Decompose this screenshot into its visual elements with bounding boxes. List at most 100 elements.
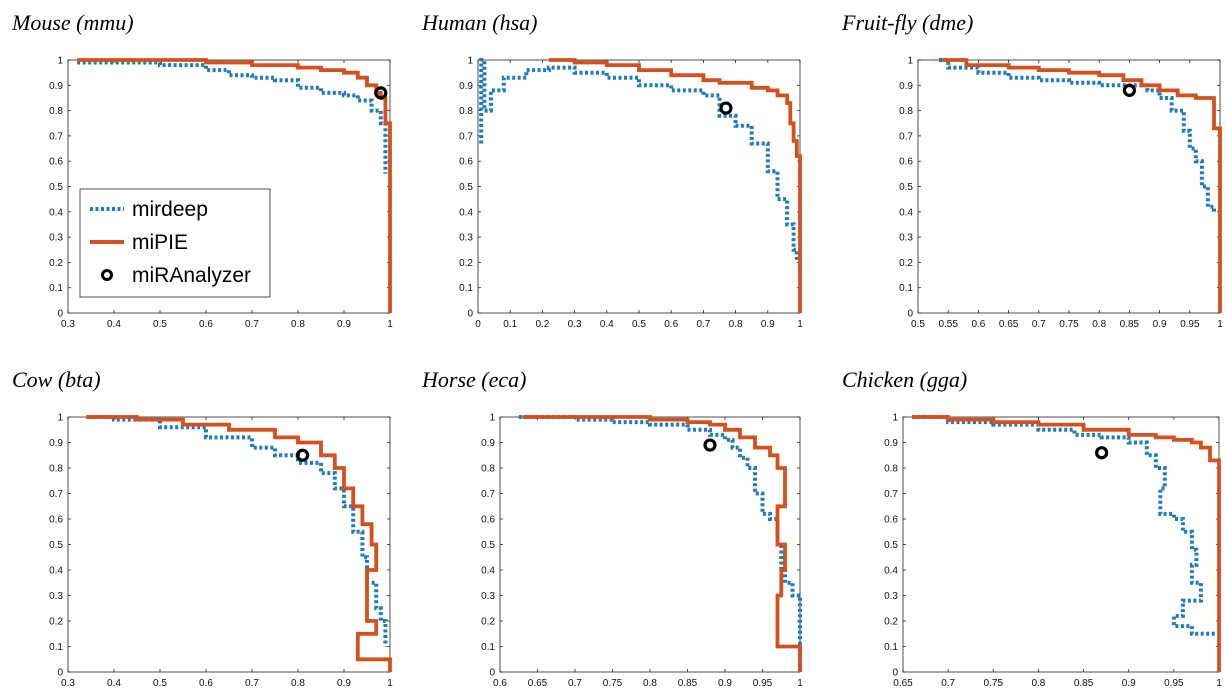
x-tick-label: 0.65: [999, 319, 1019, 330]
mirdeep-series-line: [479, 58, 799, 263]
mipie-series-line: [522, 415, 802, 672]
y-tick-label: 0.8: [481, 464, 495, 475]
x-tick-label: 0.9: [718, 678, 732, 689]
x-tick-label: 0.9: [1153, 319, 1167, 330]
y-tick-label: 0.5: [49, 540, 63, 551]
y-tick-label: 0.8: [899, 106, 913, 117]
x-tick-label: 0.3: [568, 319, 582, 330]
y-tick-label: 0.6: [459, 157, 473, 168]
y-tick-label: 0.2: [459, 258, 473, 269]
y-tick-label: 0.1: [49, 283, 63, 294]
y-tick-label: 0.7: [49, 131, 63, 142]
x-tick-label: 0.5: [153, 678, 167, 689]
y-tick-label: 0.1: [49, 642, 63, 653]
legend: mirdeep miPIE miRAnalyzer: [79, 188, 271, 298]
y-tick-label: 0: [57, 309, 63, 320]
y-tick-label: 0.1: [899, 283, 913, 294]
x-tick-label: 0.3: [61, 678, 75, 689]
y-tick-label: 0.8: [49, 464, 63, 475]
mirdeep-series-line: [77, 60, 388, 174]
y-tick-label: 0.9: [49, 438, 63, 449]
panel-title: Mouse (mmu): [11, 10, 134, 35]
x-tick-label: 0.85: [678, 678, 698, 689]
panel-title: Horse (eca): [421, 367, 526, 392]
y-tick-label: 0.6: [49, 515, 63, 526]
x-tick-label: 0.7: [941, 678, 955, 689]
chart-panel-6: Chicken (gga) 0 0.1 0.2 0.3 0.4 0.5 0.6 0.7 0.8 0.…: [842, 367, 1222, 689]
y-tick-label: 0.9: [49, 81, 63, 92]
miranalyzer-point: [1095, 446, 1109, 460]
y-tick-label: 0.4: [459, 207, 473, 218]
x-tick-label: 1: [797, 319, 803, 330]
y-tick-label: 0.1: [884, 642, 898, 653]
x-tick-label: 0.8: [291, 678, 305, 689]
miranalyzer-point: [719, 101, 733, 115]
y-tick-label: 0.1: [481, 642, 495, 653]
x-tick-label: 0.8: [643, 678, 657, 689]
y-tick-label: 0.2: [49, 617, 63, 628]
x-tick-label: 0.6: [199, 319, 213, 330]
plot-area: [499, 416, 801, 673]
y-tick-label: 0: [57, 668, 63, 679]
y-tick-label: 0.9: [481, 438, 495, 449]
y-tick-label: 0.9: [899, 81, 913, 92]
x-tick-label: 0.6: [664, 319, 678, 330]
x-tick-label: 0.75: [1059, 319, 1079, 330]
y-tick-label: 0.7: [884, 489, 898, 500]
x-tick-label: 0.4: [107, 319, 121, 330]
x-tick-label: 0.6: [493, 678, 507, 689]
y-tick-label: 1: [892, 413, 898, 424]
legend-label: miPIE: [132, 231, 188, 254]
y-tick-label: 0.9: [884, 438, 898, 449]
plot-area: [67, 416, 391, 673]
y-tick-label: 0.2: [899, 258, 913, 269]
x-tick-label: 0.65: [893, 678, 913, 689]
y-tick-label: 0.6: [481, 515, 495, 526]
y-tick-label: 0.2: [481, 617, 495, 628]
plot-area: [477, 59, 801, 314]
y-tick-label: 0.3: [459, 233, 473, 244]
miranalyzer-point: [1122, 83, 1137, 97]
x-tick-label: 0.2: [535, 319, 549, 330]
y-tick-label: 0.8: [49, 106, 63, 117]
x-tick-label: 0.6: [971, 319, 985, 330]
y-tick-label: 0.3: [884, 591, 898, 602]
x-tick-label: 0.95: [1180, 319, 1200, 330]
x-tick-label: 1: [1216, 678, 1222, 689]
y-tick-label: 0: [489, 668, 495, 679]
y-tick-label: 0.4: [49, 207, 63, 218]
miranalyzer-point: [703, 438, 717, 452]
mipie-series-line: [942, 58, 1222, 313]
y-tick-label: 0.7: [481, 489, 495, 500]
x-tick-label: 0.4: [107, 678, 121, 689]
y-tick-label: 1: [57, 413, 63, 424]
x-tick-label: 0.5: [911, 319, 925, 330]
mirdeep-series-line: [912, 415, 1219, 636]
plot-area: [917, 59, 1221, 314]
y-tick-label: 0.6: [884, 515, 898, 526]
y-tick-label: 0.3: [481, 591, 495, 602]
x-tick-label: 0.8: [729, 319, 743, 330]
x-tick-label: 0.75: [984, 678, 1004, 689]
y-tick-label: 0.2: [884, 617, 898, 628]
x-tick-label: 0.7: [245, 319, 259, 330]
y-tick-label: 0.2: [49, 258, 63, 269]
y-tick-label: 0.8: [884, 464, 898, 475]
x-tick-label: 0.8: [291, 319, 305, 330]
chart-panel-5: Horse (eca) 0 0.1 0.2 0.3 0.4 0.5 0.6 0.7 0.8 0.9 1…: [421, 367, 803, 689]
mipie-series-line: [77, 58, 392, 313]
x-tick-label: 0.7: [568, 678, 582, 689]
y-tick-label: 1: [489, 413, 495, 424]
y-tick-label: 0: [907, 309, 913, 320]
chart-panel-3: Fruit-fly (dme) 0 0.1 0.2 0.3 0.4 0.5 0.6 0.7 0.8…: [841, 10, 1223, 330]
y-tick-label: 1: [467, 56, 473, 67]
y-tick-label: 0.6: [899, 157, 913, 168]
y-tick-label: 0.7: [49, 489, 63, 500]
x-tick-label: 0.5: [153, 319, 167, 330]
chart-panel-4: Cow (bta) 0 0.1 0.2 0.3 0.4 0.5 0.6 0.7 0.8 0.9 1 0.…: [12, 367, 393, 689]
x-tick-label: 0.9: [1122, 678, 1136, 689]
y-tick-label: 0.5: [49, 182, 63, 193]
x-tick-label: 1: [797, 678, 803, 689]
x-tick-label: 0.95: [753, 678, 773, 689]
